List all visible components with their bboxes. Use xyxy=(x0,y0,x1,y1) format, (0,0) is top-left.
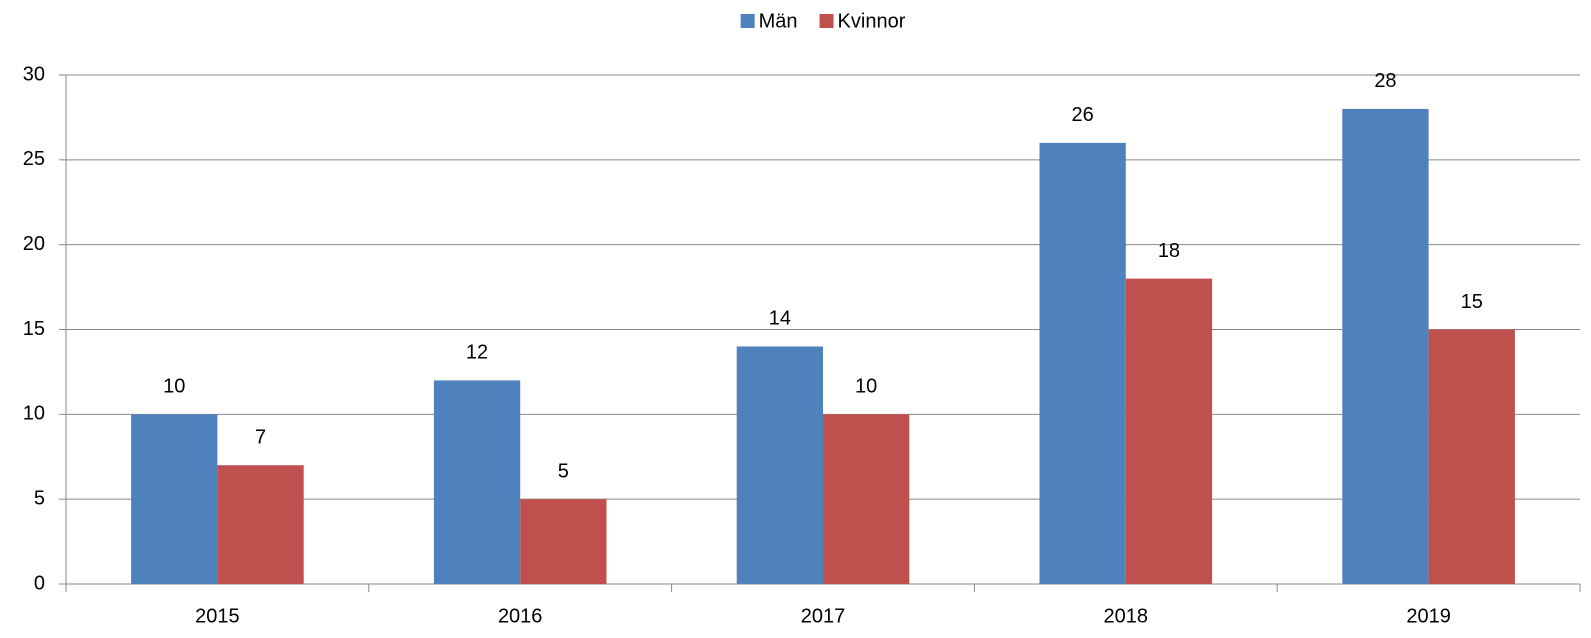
y-tick-label: 30 xyxy=(23,63,45,85)
bar xyxy=(1342,108,1429,584)
y-tick-label: 25 xyxy=(23,148,45,170)
data-label: 7 xyxy=(255,427,266,449)
bar xyxy=(736,346,823,584)
data-label: 12 xyxy=(466,342,488,364)
x-tick-label: 2019 xyxy=(1406,605,1451,627)
y-tick-label: 20 xyxy=(23,233,45,255)
legend-label: Män xyxy=(759,10,798,32)
data-label: 5 xyxy=(558,460,569,482)
bar xyxy=(1039,142,1126,584)
bar xyxy=(433,380,521,584)
data-label: 28 xyxy=(1374,70,1396,92)
x-tick-label: 2017 xyxy=(801,605,846,627)
bar xyxy=(131,414,218,584)
data-label: 14 xyxy=(769,308,791,330)
x-tick-label: 2016 xyxy=(498,605,543,627)
bar xyxy=(1428,329,1515,584)
y-tick-label: 5 xyxy=(34,487,45,509)
x-tick-label: 2018 xyxy=(1104,605,1149,627)
data-label: 10 xyxy=(855,376,877,398)
legend-swatch xyxy=(740,14,755,28)
data-label: 18 xyxy=(1158,240,1180,262)
y-tick-label: 0 xyxy=(34,572,45,594)
bar xyxy=(823,414,910,584)
data-label: 15 xyxy=(1461,291,1483,313)
y-tick-label: 10 xyxy=(23,403,45,425)
legend-label: Kvinnor xyxy=(838,10,906,32)
legend-swatch xyxy=(819,14,834,28)
x-tick-label: 2015 xyxy=(195,605,240,627)
bar xyxy=(1125,278,1213,584)
data-label: 26 xyxy=(1072,104,1094,126)
bar xyxy=(217,465,304,584)
bar xyxy=(520,499,607,584)
y-tick-label: 15 xyxy=(23,318,45,340)
data-label: 10 xyxy=(163,376,185,398)
